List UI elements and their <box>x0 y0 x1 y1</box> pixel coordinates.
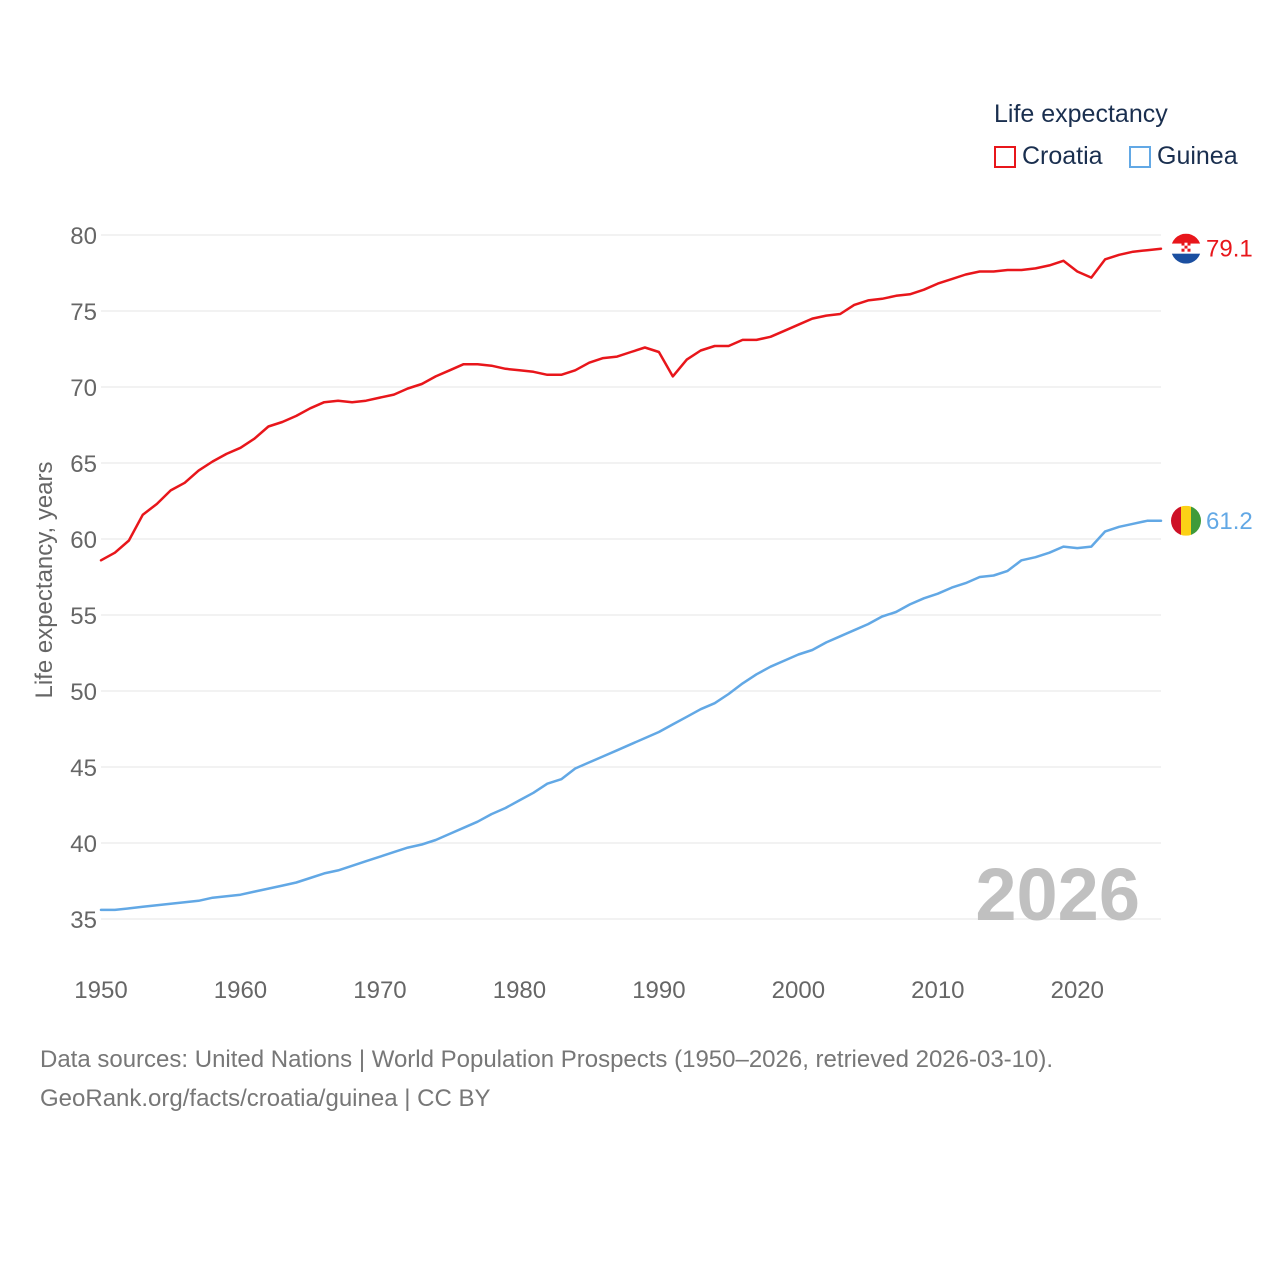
y-tick-label: 80 <box>70 223 97 250</box>
series-line-croatia <box>99 247 1163 562</box>
legend-item-croatia[interactable]: Croatia <box>994 142 1103 171</box>
y-tick-label: 60 <box>70 527 97 554</box>
guinea-flag-icon <box>1171 505 1201 536</box>
x-tick-label: 2000 <box>772 977 825 1004</box>
x-tick-label: 1960 <box>214 977 267 1004</box>
x-tick-label: 1990 <box>632 977 685 1004</box>
x-tick-label: 1970 <box>353 977 406 1004</box>
x-axis-ticks: 1950 1960 1970 1980 1990 2000 2010 2020 <box>74 977 1104 1004</box>
x-tick-label: 1980 <box>493 977 546 1004</box>
y-tick-label: 70 <box>70 375 97 402</box>
legend-title: Life expectancy <box>994 100 1168 128</box>
y-tick-label: 35 <box>70 907 97 934</box>
series-line-guinea <box>99 519 1163 912</box>
y-axis-ticks: 35 40 45 50 55 60 65 70 75 80 <box>70 223 97 934</box>
y-tick-label: 50 <box>70 679 97 706</box>
y-tick-label: 45 <box>70 755 97 782</box>
source-line-1: Data sources: United Nations | World Pop… <box>40 1046 1054 1073</box>
end-value-label-croatia: 79.1 <box>1206 236 1253 263</box>
end-value-label-guinea: 61.2 <box>1206 508 1253 535</box>
legend-item-guinea[interactable]: Guinea <box>1129 142 1238 171</box>
end-labels: 79.1 61.2 <box>1171 233 1253 536</box>
y-tick-label: 75 <box>70 299 97 326</box>
y-tick-label: 65 <box>70 451 97 478</box>
x-tick-label: 2010 <box>911 977 964 1004</box>
legend-swatch-guinea <box>1129 145 1151 168</box>
y-tick-label: 40 <box>70 831 97 858</box>
y-tick-label: 55 <box>70 603 97 630</box>
x-tick-label: 2020 <box>1051 977 1104 1004</box>
legend-swatch-croatia <box>994 145 1016 168</box>
year-watermark: 2026 <box>975 853 1140 936</box>
source-line-2[interactable]: GeoRank.org/facts/croatia/guinea | CC BY <box>40 1085 491 1112</box>
legend-label-guinea: Guinea <box>1157 142 1238 170</box>
croatia-flag-icon <box>1171 233 1201 264</box>
grid <box>101 234 1161 920</box>
x-tick-label: 1950 <box>74 977 127 1004</box>
series <box>99 247 1163 912</box>
y-axis-label: Life expectancy, years <box>31 461 58 698</box>
legend-label-croatia: Croatia <box>1022 142 1103 170</box>
